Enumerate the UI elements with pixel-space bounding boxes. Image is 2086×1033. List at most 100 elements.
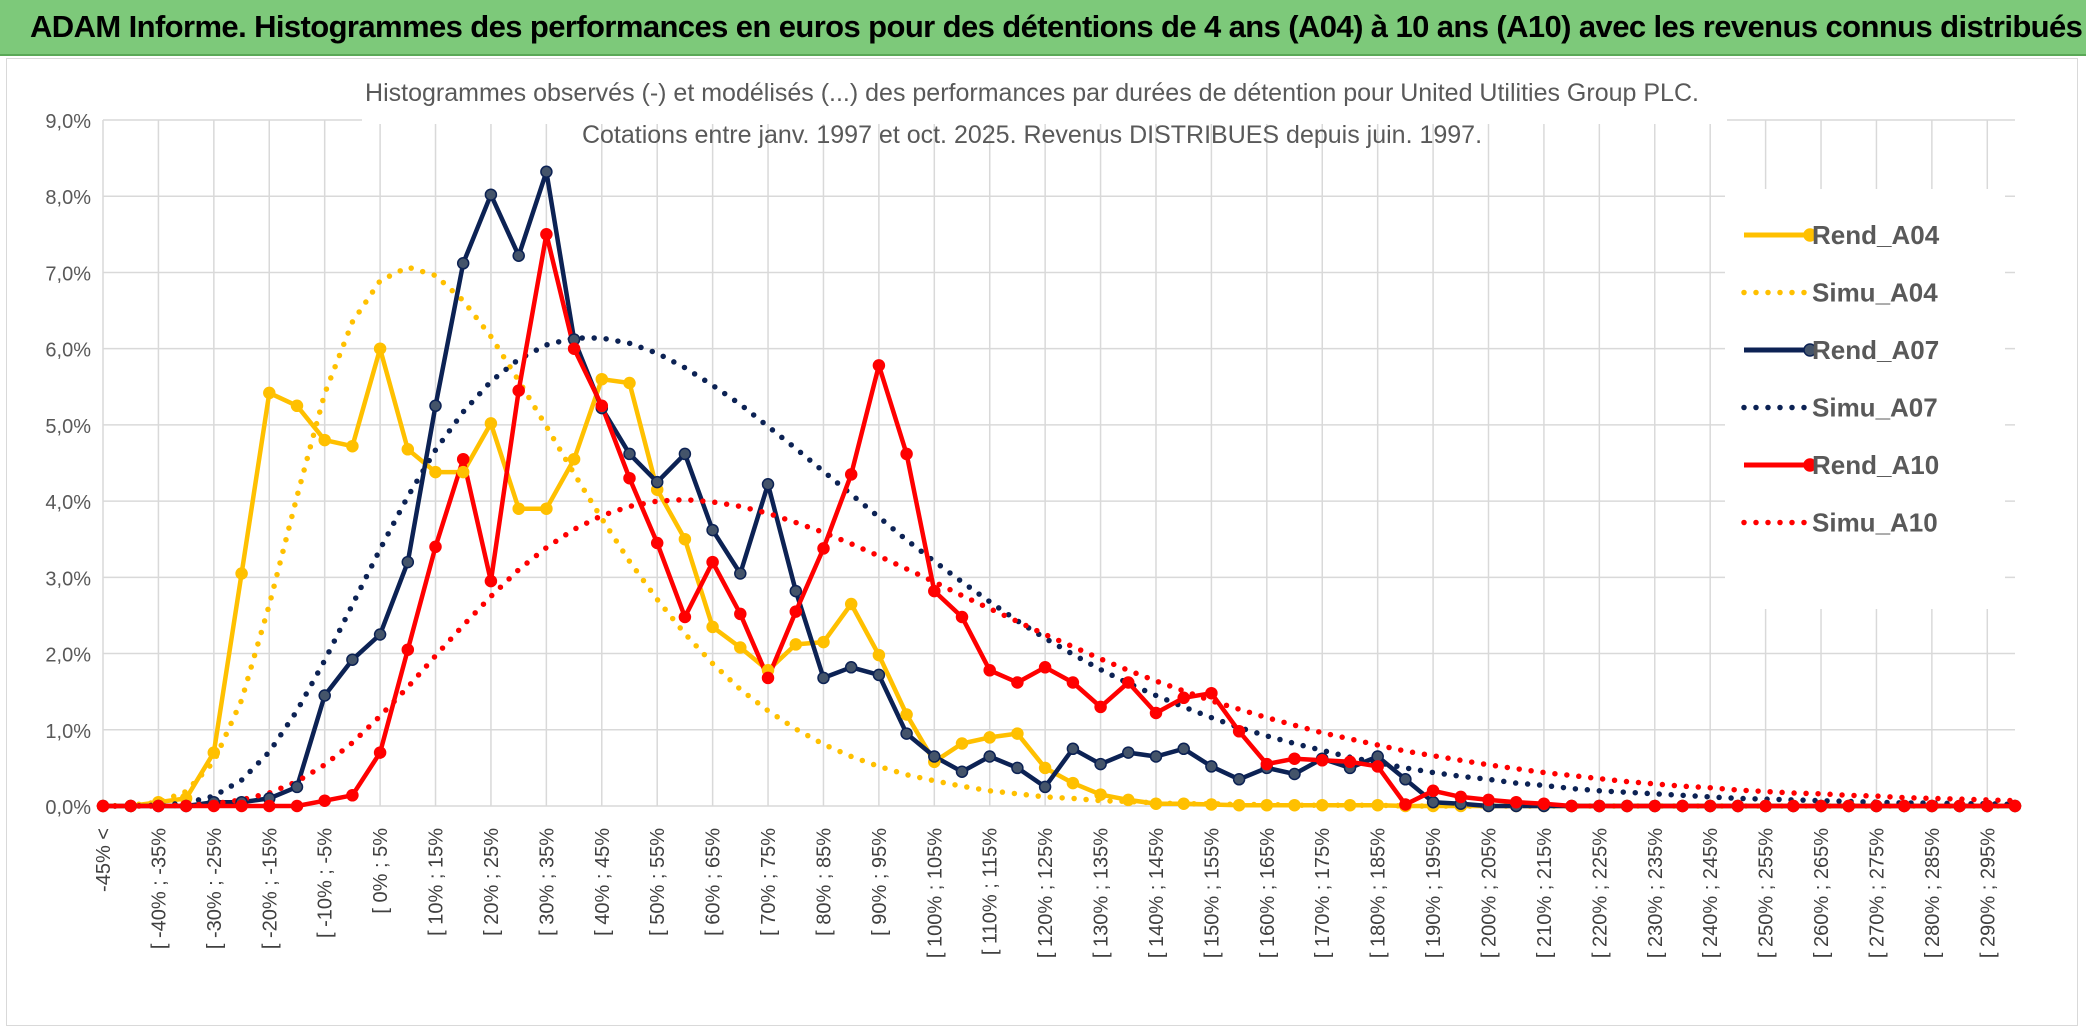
x-tick-label: [ 150% ; 155%: [1201, 828, 1223, 958]
chart-svg: 0,0% 1,0% 2,0% 3,0% 4,0% 5,0% 6,0% 7,0% 8,0% 9,0%…: [45, 60, 2022, 958]
data-point-rend-a07: [928, 750, 941, 763]
data-point-rend-a10: [1731, 799, 1745, 813]
x-axis: -45% < [ -40% ; -35% [ -30% ; -25% [ -20% ;…: [93, 828, 1999, 958]
data-point-rend-a04: [346, 439, 359, 453]
data-point-rend-a10: [1676, 799, 1689, 813]
data-point-rend-a04: [1205, 798, 1218, 811]
data-point-rend-a04: [207, 746, 221, 759]
series-layer: [96, 165, 2022, 813]
x-tick-label: -45% <: [93, 828, 115, 892]
data-point-rend-a07: [1232, 773, 1246, 786]
legend-marker-rend-a10: [1803, 458, 1817, 472]
x-tick-label: [ 50% ; 55%: [647, 828, 669, 936]
x-tick-label: [ 230% ; 235%: [1645, 828, 1667, 958]
chart-frame: 0,0% 1,0% 2,0% 3,0% 4,0% 5,0% 6,0% 7,0% 8,0% 9,0%…: [6, 58, 2078, 1026]
data-point-rend-a07: [789, 584, 803, 598]
data-point-rend-a10: [1232, 725, 1246, 738]
y-tick-label: 8,0%: [45, 187, 91, 209]
x-tick-label: [ 80% ; 85%: [813, 828, 835, 936]
data-point-rend-a04: [429, 465, 442, 479]
data-point-rend-a04: [1177, 797, 1190, 810]
chart-title: Histogrammes observés (-) et modélisés (…: [365, 79, 1699, 107]
y-tick-label: 4,0%: [45, 492, 91, 514]
data-point-rend-a04: [1260, 798, 1274, 812]
data-point-rend-a10: [318, 794, 331, 807]
data-point-rend-a10: [1426, 784, 1440, 798]
data-point-rend-a10: [1011, 676, 1024, 689]
data-point-rend-a04: [235, 567, 248, 580]
legend-label-simu-a04: Simu_A04: [1812, 278, 1938, 308]
x-tick-label: [ 260% ; 265%: [1811, 828, 1833, 958]
y-tick-label: 0,0%: [45, 797, 91, 819]
x-tick-label: [ 70% ; 75%: [758, 828, 780, 936]
data-point-rend-a10: [567, 342, 581, 355]
x-tick-label: [ 40% ; 45%: [592, 828, 614, 936]
x-tick-label: [ 270% ; 275%: [1866, 828, 1888, 958]
data-point-rend-a07: [1399, 773, 1412, 786]
data-point-rend-a07: [484, 188, 498, 201]
data-point-rend-a07: [678, 447, 692, 461]
data-point-rend-a10: [1870, 799, 1883, 813]
data-point-rend-a10: [1482, 793, 1495, 807]
data-point-rend-a10: [650, 536, 664, 550]
data-point-rend-a04: [540, 502, 553, 515]
data-point-rend-a10: [983, 664, 996, 677]
data-point-rend-a07: [1177, 742, 1190, 756]
x-tick-label: [ 140% ; 145%: [1146, 828, 1168, 958]
data-point-rend-a07: [429, 399, 442, 413]
data-point-rend-a07: [1288, 767, 1301, 781]
x-tick-label: [ 160% ; 165%: [1257, 828, 1279, 958]
data-point-rend-a10: [900, 447, 913, 461]
data-point-rend-a07: [623, 447, 636, 461]
data-point-rend-a10: [1981, 799, 1994, 813]
data-point-rend-a10: [1537, 797, 1551, 810]
x-tick-label: [ -40% ; -35%: [148, 828, 170, 949]
data-point-rend-a10: [734, 607, 747, 621]
data-point-rend-a10: [872, 359, 886, 372]
data-point-rend-a04: [1122, 793, 1135, 807]
data-point-rend-a10: [1094, 700, 1107, 714]
data-point-rend-a04: [734, 641, 747, 654]
data-point-rend-a04: [456, 465, 470, 479]
data-point-rend-a10: [1149, 706, 1163, 720]
data-point-rend-a07: [1011, 761, 1024, 775]
data-point-rend-a10: [346, 789, 359, 802]
data-point-rend-a10: [1260, 757, 1274, 771]
data-point-rend-a07: [844, 661, 858, 674]
data-point-rend-a10: [1814, 799, 1828, 813]
data-point-rend-a04: [1343, 798, 1357, 812]
data-point-rend-a07: [955, 765, 969, 778]
data-point-rend-a10: [1343, 755, 1357, 769]
data-point-rend-a04: [401, 443, 415, 456]
data-point-rend-a10: [152, 799, 165, 813]
data-point-rend-a10: [401, 643, 415, 656]
data-point-rend-a10: [678, 610, 692, 624]
data-point-rend-a10: [512, 384, 525, 397]
data-point-rend-a04: [373, 342, 387, 355]
data-point-rend-a10: [179, 799, 193, 813]
data-point-rend-a04: [595, 372, 609, 386]
data-point-rend-a04: [1149, 797, 1163, 810]
series-line-simu-a10: [100, 496, 2018, 809]
data-point-rend-a04: [706, 620, 719, 634]
legend: Rend_A04 Simu_A04 Rend_A07 Simu_A07 Rend_A10…: [1725, 189, 2005, 609]
data-point-rend-a04: [1066, 776, 1080, 790]
data-point-rend-a07: [1066, 742, 1080, 756]
data-point-rend-a07: [456, 257, 470, 270]
gridlines: [102, 119, 2015, 807]
x-tick-label: [ 60% ; 65%: [703, 828, 725, 936]
legend-background: [1725, 189, 2005, 609]
data-point-rend-a10: [1038, 661, 1052, 674]
data-point-rend-a04: [678, 532, 692, 546]
data-point-rend-a07: [318, 689, 331, 702]
legend-label-simu-a10: Simu_A10: [1812, 508, 1938, 538]
data-point-rend-a10: [290, 799, 304, 813]
y-tick-label: 3,0%: [45, 568, 91, 590]
series-line-rend-a10: [103, 232, 2015, 809]
data-point-rend-a07: [1122, 746, 1135, 759]
data-point-rend-a10: [1509, 795, 1523, 809]
data-point-rend-a07: [290, 780, 304, 794]
data-point-rend-a04: [872, 648, 886, 662]
data-point-rend-a07: [872, 668, 886, 682]
data-point-rend-a04: [623, 376, 636, 390]
